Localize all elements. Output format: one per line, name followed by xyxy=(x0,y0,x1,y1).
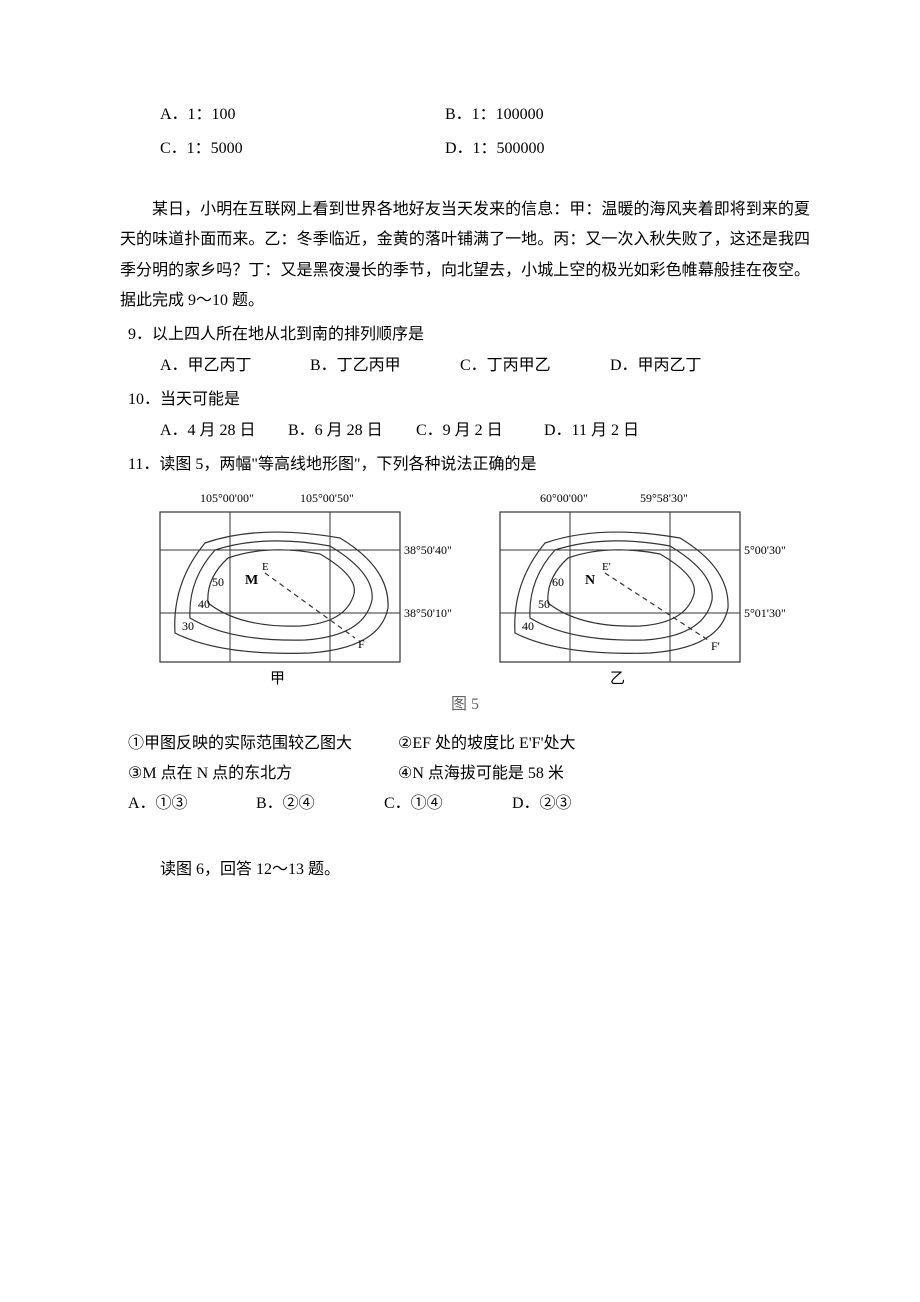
map-left-lon1: 105°00'00" xyxy=(200,491,254,505)
point-Fp: F' xyxy=(711,639,720,653)
r-contour-label-60: 60 xyxy=(552,575,564,589)
point-E: E xyxy=(262,561,269,573)
q8-option-a: A．1：100 xyxy=(120,100,445,130)
contour-label-40: 40 xyxy=(198,597,210,611)
q10-options: A．4 月 28 日 B．6 月 28 日 C．9 月 2 日 D．11 月 2… xyxy=(120,416,810,446)
r-contour-50 xyxy=(530,541,712,640)
q11-s1: ①甲图反映的实际范围较乙图大 xyxy=(128,729,398,759)
r-contour-label-40: 40 xyxy=(522,619,534,633)
contour-label-50: 50 xyxy=(212,575,224,589)
q11-stem: 11．读图 5，两幅"等高线地形图"，下列各种说法正确的是 xyxy=(120,450,810,480)
q11-s2: ②EF 处的坡度比 E'F'处大 xyxy=(398,729,575,759)
point-M: M xyxy=(245,573,258,588)
map-right-lat1: 5°00'30" xyxy=(744,543,786,557)
line-EF xyxy=(265,573,355,638)
map-right-lon1: 60°00'00" xyxy=(540,491,588,505)
q10-option-a: A．4 月 28 日 xyxy=(160,416,288,446)
q11-option-c: C．①④ xyxy=(384,789,512,819)
q10-option-d: D．11 月 2 日 xyxy=(544,416,672,446)
map-right-label: 乙 xyxy=(610,671,625,687)
q9-option-c: C．丁丙甲乙 xyxy=(460,351,610,381)
q11-s4: ④N 点海拔可能是 58 米 xyxy=(398,759,564,789)
q10-option-b: B．6 月 28 日 xyxy=(288,416,416,446)
q11-option-b: B．②④ xyxy=(256,789,384,819)
q8-option-d: D．1：500000 xyxy=(445,134,810,164)
point-F: F xyxy=(358,637,365,651)
map-right-lat2: 5°01'30" xyxy=(744,606,786,620)
q9-stem: 9．以上四人所在地从北到南的排列顺序是 xyxy=(120,320,810,350)
map-right-svg: 60°00'00" 59°58'30" 5°00'30" 5°01'30" 60… xyxy=(470,488,810,688)
contour-40 xyxy=(190,541,372,640)
q8-option-row-2: C．1：5000 D．1：500000 xyxy=(120,134,810,164)
q11-option-a: A．①③ xyxy=(128,789,256,819)
map-left-lon2: 105°00'50" xyxy=(300,491,354,505)
q9-options: A．甲乙丙丁 B．丁乙丙甲 C．丁丙甲乙 D．甲丙乙丁 xyxy=(120,351,810,381)
map-left-svg: 105°00'00" 105°00'50" 38°50'40" 38°50'10… xyxy=(130,488,470,688)
point-N: N xyxy=(585,573,595,588)
q11-s3: ③M 点在 N 点的东北方 xyxy=(128,759,398,789)
q9-option-d: D．甲丙乙丁 xyxy=(610,351,760,381)
map-left: 105°00'00" 105°00'50" 38°50'40" 38°50'10… xyxy=(130,488,470,688)
map-left-lat2: 38°50'10" xyxy=(404,606,452,620)
passage-text: 某日，小明在互联网上看到世界各地好友当天发来的信息：甲：温暖的海风夹着即将到来的… xyxy=(120,195,810,317)
q11-statements: ①甲图反映的实际范围较乙图大 ②EF 处的坡度比 E'F'处大 ③M 点在 N … xyxy=(120,729,810,820)
q10-option-c: C．9 月 2 日 xyxy=(416,416,544,446)
point-Ep: E' xyxy=(602,561,611,573)
r-contour-label-50: 50 xyxy=(538,597,550,611)
final-line: 读图 6，回答 12～13 题。 xyxy=(120,855,810,885)
q10-stem: 10．当天可能是 xyxy=(120,385,810,415)
map-right: 60°00'00" 59°58'30" 5°00'30" 5°01'30" 60… xyxy=(470,488,810,688)
figure-5: 105°00'00" 105°00'50" 38°50'40" 38°50'10… xyxy=(120,488,810,688)
q8-option-c: C．1：5000 xyxy=(120,134,445,164)
contour-label-30: 30 xyxy=(182,619,194,633)
q9-option-a: A．甲乙丙丁 xyxy=(160,351,310,381)
q9-option-b: B．丁乙丙甲 xyxy=(310,351,460,381)
q11: 11．读图 5，两幅"等高线地形图"，下列各种说法正确的是 xyxy=(120,450,810,480)
q10: 10．当天可能是 A．4 月 28 日 B．6 月 28 日 C．9 月 2 日… xyxy=(120,385,810,446)
q8-option-b: B．1：100000 xyxy=(445,100,810,130)
map-left-lat1: 38°50'40" xyxy=(404,543,452,557)
q11-options: A．①③ B．②④ C．①④ D．②③ xyxy=(128,789,810,819)
map-right-lon2: 59°58'30" xyxy=(640,491,688,505)
figure-caption: 图 5 xyxy=(120,690,810,720)
q8-option-row-1: A．1：100 B．1：100000 xyxy=(120,100,810,130)
q11-option-d: D．②③ xyxy=(512,789,640,819)
map-left-label: 甲 xyxy=(270,671,285,687)
q9: 9．以上四人所在地从北到南的排列顺序是 A．甲乙丙丁 B．丁乙丙甲 C．丁丙甲乙… xyxy=(120,320,810,381)
